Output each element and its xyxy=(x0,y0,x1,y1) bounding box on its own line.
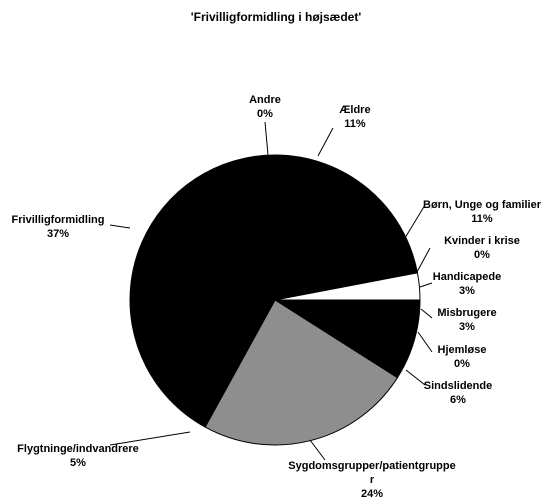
slice-label: Ældre xyxy=(339,104,370,116)
slice-label: Misbrugere xyxy=(437,307,496,319)
slice-label: Andre xyxy=(249,94,281,106)
slice-value-label: 0% xyxy=(474,249,490,261)
leader-line xyxy=(309,439,326,461)
slice-value-label: 3% xyxy=(459,285,475,297)
slice-value-label: 11% xyxy=(344,118,366,130)
slice-value-label: 37% xyxy=(47,228,69,240)
leader-line xyxy=(416,247,431,273)
pie-slice xyxy=(274,154,369,302)
slice-value-label: 0% xyxy=(257,108,273,120)
slice-label: Kvinder i krise xyxy=(444,235,520,247)
leader-line xyxy=(317,127,334,157)
slice-value-label: 0% xyxy=(454,358,470,370)
slice-label: Sindslidende xyxy=(424,380,492,392)
slice-value-label: 24% xyxy=(361,488,383,500)
slice-value-label: 6% xyxy=(450,394,466,406)
slice-label: Sygdomsgrupper/patientgruppe r xyxy=(288,460,455,486)
chart-title: 'Frivilligformidling i højsædet' xyxy=(191,10,362,24)
leader-line xyxy=(109,431,191,446)
slice-label: Hjemløse xyxy=(438,344,487,356)
slice-label: Flygtninge/indvandrere xyxy=(17,443,139,455)
slice-label: Handicapede xyxy=(433,271,501,283)
leader-line xyxy=(419,282,433,288)
pie-slice xyxy=(129,154,276,400)
slice-label: Børn, Unge og familier xyxy=(423,199,542,211)
leader-line xyxy=(420,308,433,319)
slice-value-label: 11% xyxy=(471,213,493,225)
leader-line xyxy=(405,369,426,386)
pie-slice xyxy=(204,299,399,446)
slice-label: Frivilligformidling xyxy=(12,214,105,226)
leader-line xyxy=(109,224,131,229)
slice-value-label: 3% xyxy=(459,321,475,333)
slice-value-label: 5% xyxy=(70,457,86,469)
pie-slice xyxy=(273,187,419,301)
leader-line xyxy=(264,121,269,156)
leader-line xyxy=(417,331,433,353)
leader-line xyxy=(404,204,426,239)
